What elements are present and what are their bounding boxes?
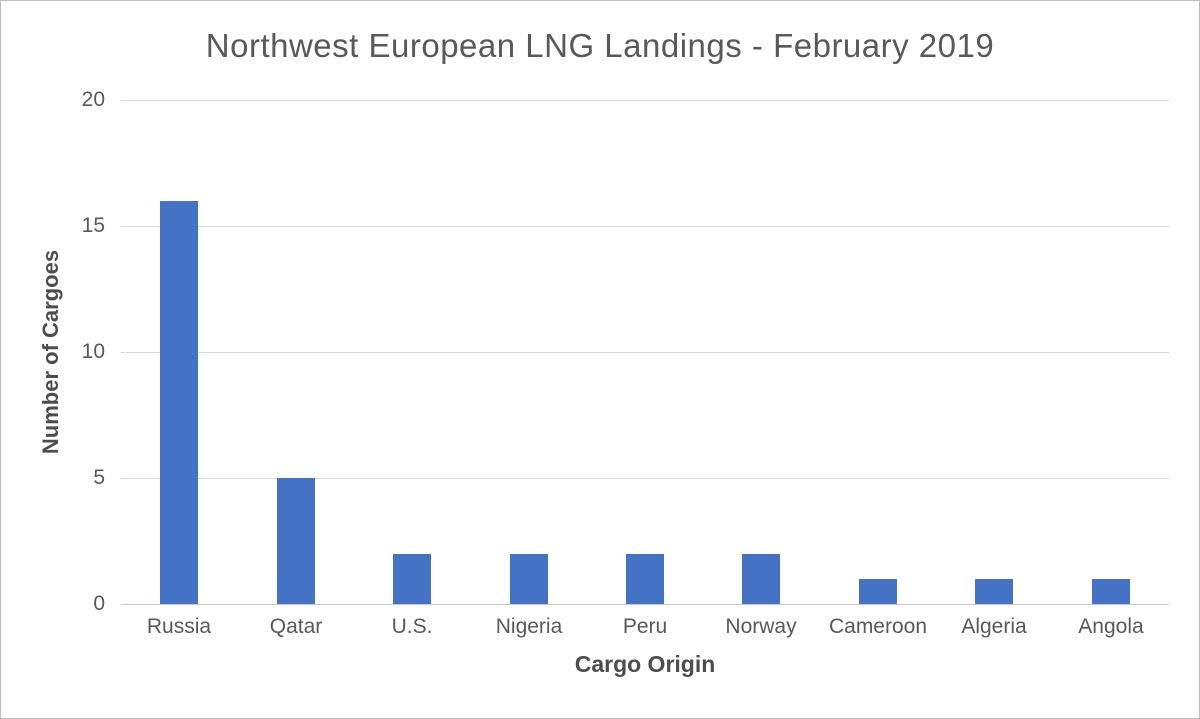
bar-angola (1092, 579, 1130, 604)
x-tick-label-algeria: Algeria (961, 615, 1027, 638)
y-tick-label-10: 10 (81, 340, 105, 363)
x-tick-label-nigeria: Nigeria (495, 615, 563, 638)
chart-title: Northwest European LNG Landings - Februa… (205, 27, 995, 64)
y-tick-label-20: 20 (81, 88, 105, 111)
bar-cameroon (859, 579, 897, 604)
x-axis-tick-labels: Russia Qatar U.S. Nigeria Peru Norway Cameroon… (121, 615, 1169, 645)
bar-qatar (277, 478, 315, 604)
x-tick-label-qatar: Qatar (269, 615, 323, 638)
y-tick-label-5: 5 (93, 466, 105, 489)
gridline-10 (121, 352, 1169, 353)
gridline-5 (121, 478, 1169, 479)
gridline-15 (121, 226, 1169, 227)
x-tick-label-norway: Norway (725, 615, 797, 638)
gridline-20 (121, 100, 1169, 101)
x-tick-label-russia: Russia (146, 615, 212, 638)
bar-algeria (975, 579, 1013, 604)
bar-u-s- (393, 554, 431, 604)
x-tick-label-u-s-: U.S. (391, 615, 433, 638)
bar-nigeria (510, 554, 548, 604)
bar-russia (160, 201, 198, 604)
bar-peru (626, 554, 664, 604)
x-tick-label-angola: Angola (1078, 615, 1144, 638)
x-tick-label-cameroon: Cameroon (828, 615, 928, 638)
bar-norway (742, 554, 780, 604)
y-axis-tick-labels: 0 5 10 15 20 (1, 88, 105, 615)
y-tick-label-15: 15 (81, 214, 105, 237)
x-axis-line (121, 604, 1169, 605)
y-tick-label-0: 0 (93, 592, 105, 615)
x-tick-label-peru: Peru (622, 615, 668, 638)
x-axis-title: Cargo Origin (574, 651, 716, 677)
plot-area (121, 100, 1169, 605)
